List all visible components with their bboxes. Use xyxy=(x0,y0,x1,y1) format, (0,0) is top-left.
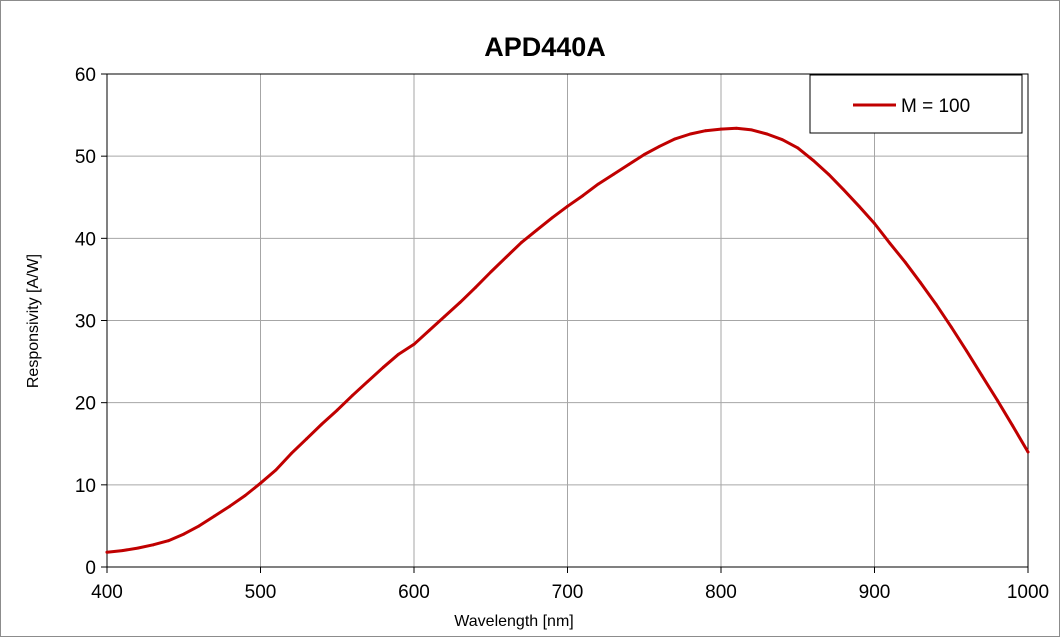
data-point xyxy=(228,504,232,508)
data-point xyxy=(550,216,554,220)
x-tick-label: 900 xyxy=(859,582,891,603)
data-point xyxy=(520,241,523,244)
data-point xyxy=(873,222,876,225)
y-tick-label: 50 xyxy=(75,147,96,168)
data-point xyxy=(811,158,815,162)
data-point xyxy=(381,365,385,369)
y-tick-label: 0 xyxy=(85,558,96,579)
data-point xyxy=(750,128,754,132)
x-tick-label: 500 xyxy=(245,582,277,603)
data-point xyxy=(673,137,677,141)
data-point xyxy=(320,422,324,426)
data-point xyxy=(581,194,585,198)
data-point xyxy=(658,144,661,148)
data-point xyxy=(781,138,784,142)
data-point xyxy=(427,328,431,332)
data-point xyxy=(1026,450,1030,454)
legend: M = 100 xyxy=(809,74,1023,134)
data-point xyxy=(566,204,569,208)
data-point xyxy=(305,437,308,441)
data-point xyxy=(366,379,370,383)
data-point xyxy=(458,301,462,304)
data-point xyxy=(903,260,907,264)
data-point xyxy=(888,241,892,245)
data-point xyxy=(1011,424,1015,428)
x-tick-label: 600 xyxy=(398,582,430,603)
data-point xyxy=(596,182,600,186)
data-point xyxy=(335,408,339,412)
y-tick-label: 60 xyxy=(75,65,96,86)
data-point xyxy=(842,188,846,192)
data-point xyxy=(949,325,953,329)
data-point xyxy=(688,132,692,136)
data-point xyxy=(965,349,968,353)
data-point xyxy=(105,550,109,554)
data-point xyxy=(934,302,938,306)
data-point xyxy=(136,546,140,550)
data-point xyxy=(412,342,416,346)
data-point xyxy=(151,543,155,547)
data-point xyxy=(120,549,124,552)
data-point xyxy=(995,398,999,402)
tick-labels: 400 500 600 700 800 900 1000 0 10 20 30 40 50 60 xyxy=(75,65,1049,603)
x-tick-label: 800 xyxy=(705,582,737,603)
data-point xyxy=(980,374,984,377)
y-tick-label: 20 xyxy=(75,394,96,415)
x-tick-label: 400 xyxy=(91,582,123,603)
data-point xyxy=(535,228,539,232)
x-tick-label: 700 xyxy=(552,582,584,603)
data-point xyxy=(167,539,170,543)
legend-entry-label: M = 100 xyxy=(901,96,970,117)
data-point xyxy=(489,270,493,274)
data-point xyxy=(197,524,201,528)
data-point xyxy=(919,281,922,285)
x-axis-label: Wavelength [nm] xyxy=(454,613,573,630)
data-point xyxy=(213,514,216,518)
chart-title: APD440A xyxy=(484,32,606,62)
y-tick-label: 40 xyxy=(75,229,96,250)
data-point xyxy=(397,352,401,356)
data-point xyxy=(243,494,247,497)
series xyxy=(105,126,1030,554)
data-point xyxy=(182,532,186,536)
data-point xyxy=(734,126,738,130)
data-point xyxy=(796,146,800,150)
data-point xyxy=(704,129,708,133)
data-point xyxy=(443,314,447,318)
data-point xyxy=(827,172,830,176)
data-point xyxy=(259,481,262,485)
y-tick-label: 10 xyxy=(75,476,96,497)
data-point xyxy=(765,132,769,136)
legend-box xyxy=(809,74,1023,134)
data-point xyxy=(351,393,354,397)
y-axis-label: Responsivity [A/W] xyxy=(25,254,42,388)
data-point xyxy=(274,468,278,472)
data-point xyxy=(627,162,631,166)
data-point xyxy=(642,153,646,156)
data-point xyxy=(719,127,723,131)
data-point xyxy=(289,452,293,456)
data-point xyxy=(857,204,861,208)
data-point xyxy=(504,255,508,259)
data-point xyxy=(474,286,477,290)
data-point xyxy=(612,172,615,176)
x-tick-label: 1000 xyxy=(1007,582,1049,603)
y-tick-label: 30 xyxy=(75,312,96,333)
grid xyxy=(107,74,1028,567)
